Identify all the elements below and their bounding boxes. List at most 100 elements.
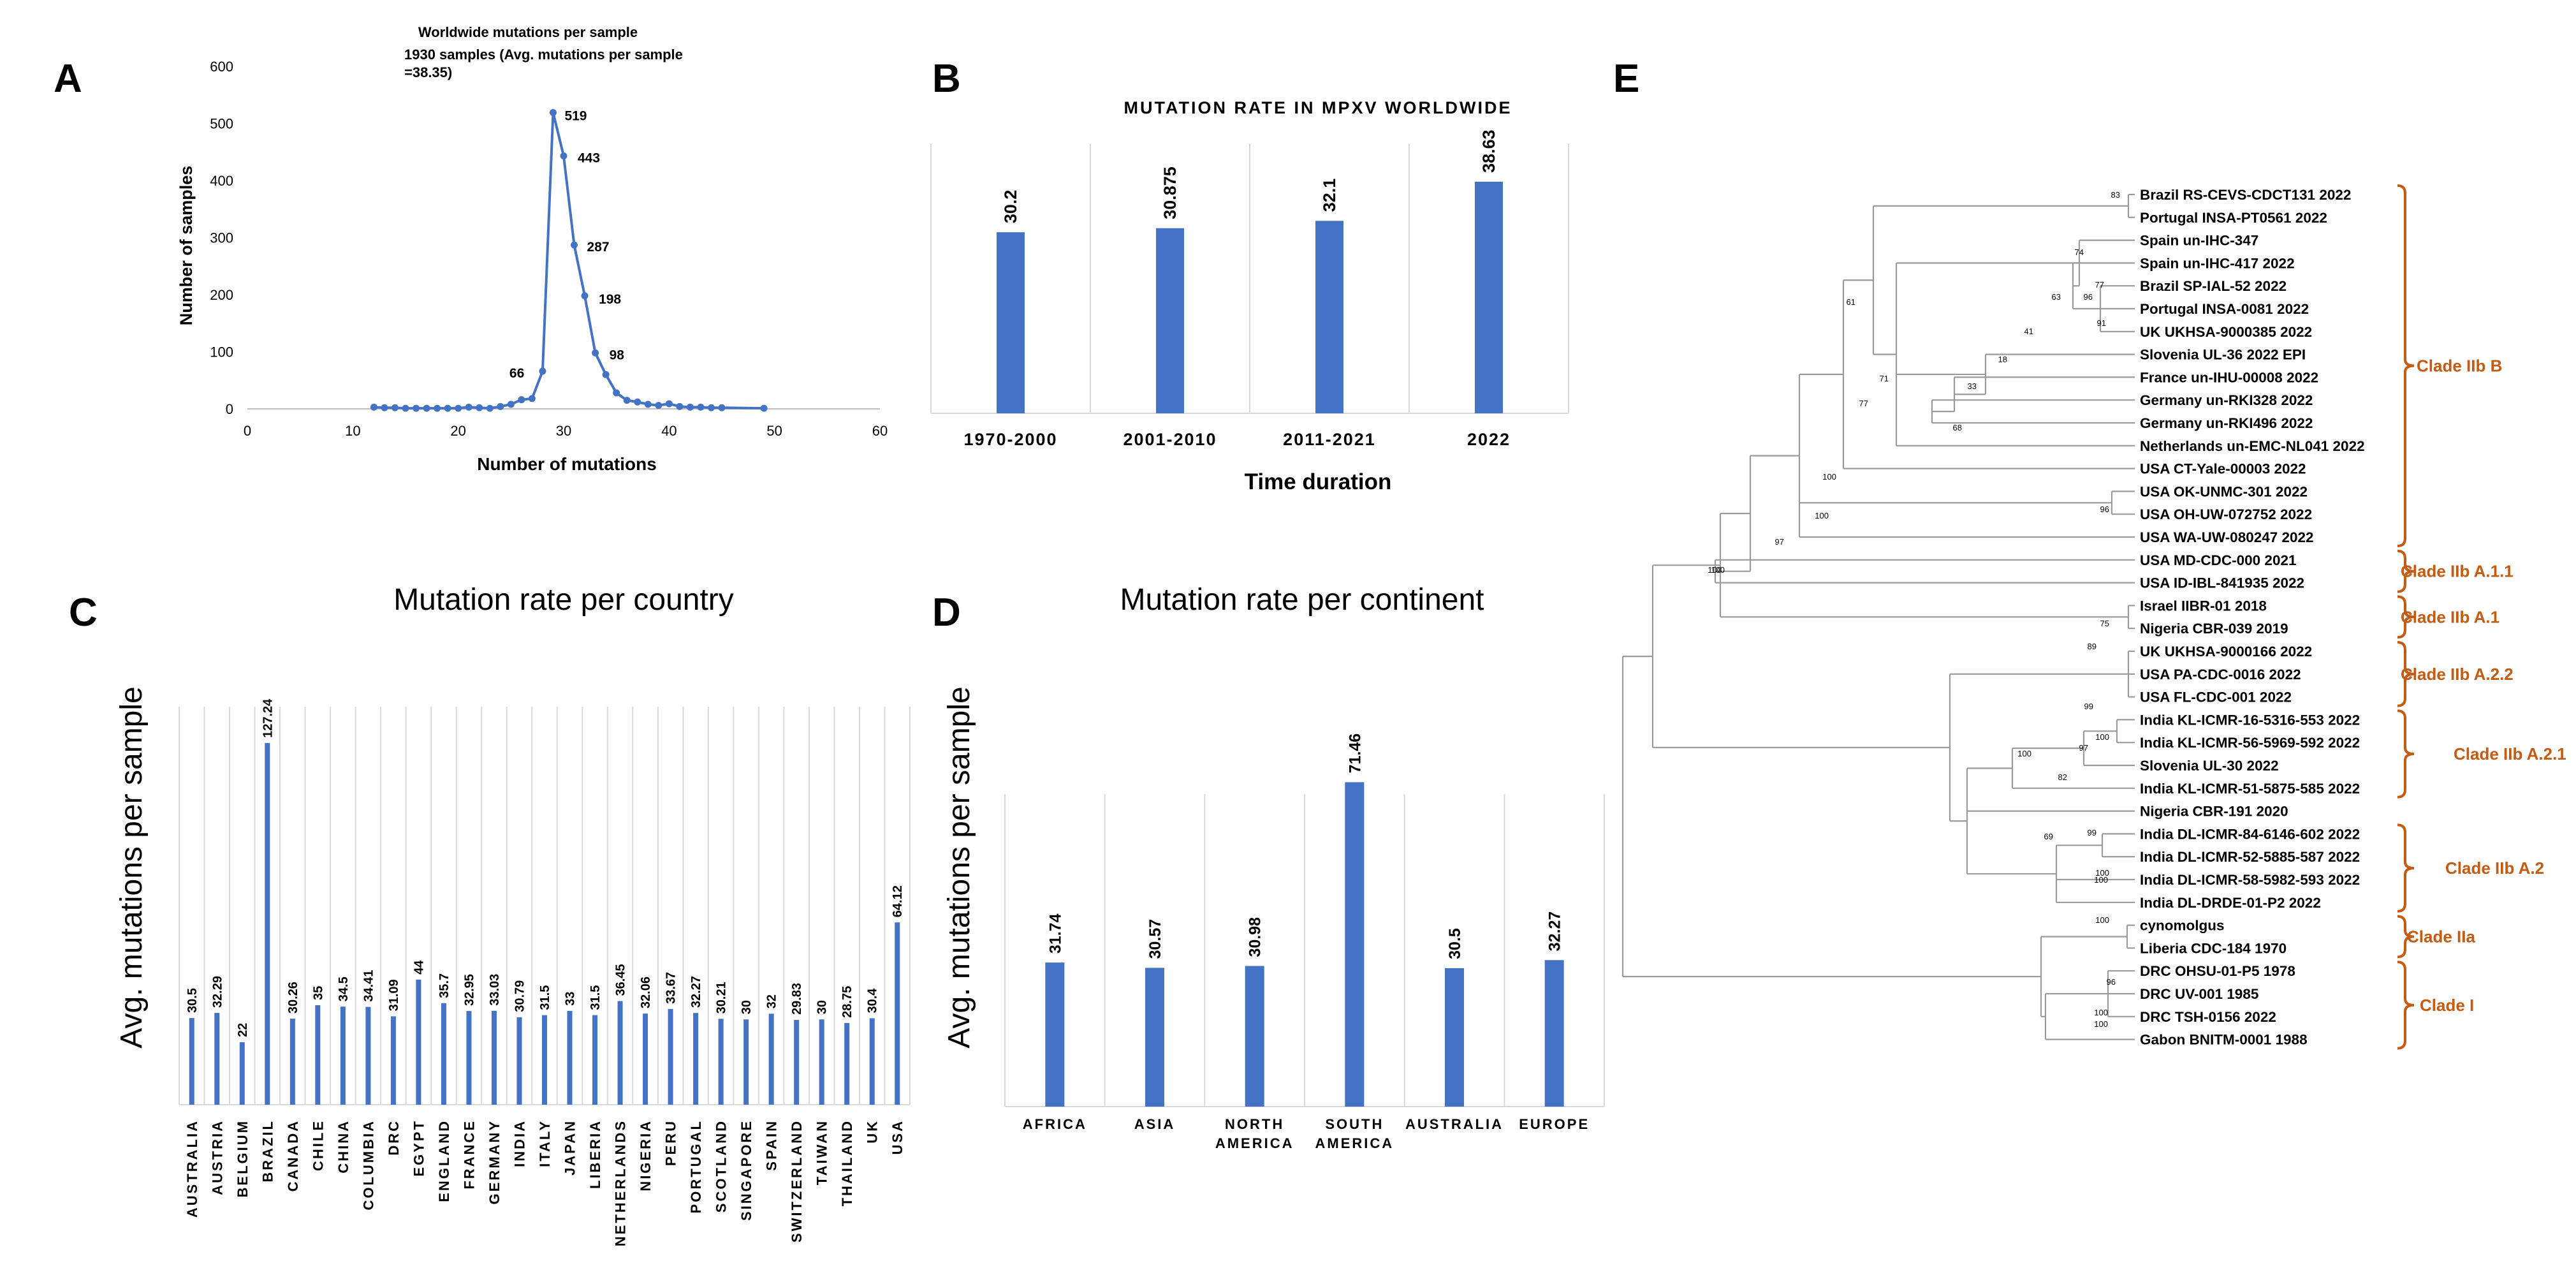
clade-brace (2397, 823, 2415, 913)
chart-a-point (613, 389, 620, 397)
chart-a-point (592, 349, 599, 357)
chart-d-xtick: AMERICA (1215, 1135, 1294, 1151)
chart-a-data-label: 287 (587, 240, 610, 254)
chart-c-bar (693, 1013, 699, 1105)
tree-tip-label: Israel IIBR-01 2018 (2140, 598, 2267, 614)
clade-brace (2397, 641, 2415, 707)
chart-c-bar (718, 1019, 724, 1105)
chart-d-data-label: 32.27 (1546, 911, 1564, 952)
chart-c-data-label: 34.41 (362, 970, 376, 1002)
chart-c-data-label: 32.29 (210, 976, 224, 1008)
tree-bootstrap-value: 75 (2100, 619, 2109, 628)
chart-c-bar (895, 922, 900, 1105)
tree-bootstrap-value: 61 (1847, 297, 1855, 307)
tree-bootstrap-value: 100 (2095, 868, 2109, 878)
chart-c-xtick: SINGAPORE (738, 1119, 754, 1221)
chart-c-data-label: 33.03 (488, 974, 502, 1006)
chart-d-data-label: 30.98 (1247, 917, 1264, 957)
phylogenetic-tree: Brazil RS-CEVS-CDCT131 2022 Portugal INSA… (1621, 184, 2566, 1050)
tree-tip-label: Liberia CDC-184 1970 (2140, 940, 2287, 956)
chart-c-xtick: UK (865, 1119, 881, 1144)
chart-c-xtick: PORTUGAL (688, 1119, 704, 1213)
tree-tip-label: USA OK-UNMC-301 2022 (2140, 483, 2308, 499)
tree-bootstrap-value: 99 (2088, 828, 2097, 837)
tree-tip-label: cynomolgus (2140, 918, 2225, 934)
chart-c-bar (491, 1010, 497, 1105)
chart-d-xtick: EUROPE (1519, 1116, 1590, 1132)
chart-a-point (476, 404, 483, 411)
tree-tip-label: Spain un-IHC-347 (2140, 233, 2258, 249)
tree-tip-label: Portugal INSA-0081 2022 (2140, 301, 2309, 317)
chart-c-bar (466, 1011, 472, 1105)
chart-d-bar (1345, 782, 1365, 1107)
tree-tip-label: Spain un-IHC-417 2022 (2140, 255, 2295, 271)
tree-bootstrap-value: 74 (2075, 247, 2084, 257)
chart-c-bar (441, 1003, 446, 1105)
chart-c-xtick: THAILAND (839, 1119, 855, 1206)
chart-a-xtick: 30 (556, 423, 571, 439)
tree-tip-label: USA ID-IBL-841935 2022 (2140, 575, 2304, 591)
chart-a-point (486, 404, 494, 412)
chart-c-data-label: 32.27 (689, 976, 703, 1008)
tree-bootstrap-value: 97 (2079, 743, 2088, 753)
tree-bootstrap-value: 100 (2017, 749, 2031, 758)
chart-a-point (718, 404, 726, 411)
chart-c-data-label: 35 (311, 986, 325, 1000)
chart-d-bar: Mutation rate per continent Avg. mutatio… (942, 583, 1605, 1151)
tree-bootstrap-value: 71 (1880, 374, 1889, 383)
chart-c-xtick: NETHERLANDS (613, 1119, 629, 1246)
chart-c-xtick: SWITZERLAND (789, 1119, 805, 1242)
chart-a-data-label: 66 (509, 366, 524, 381)
chart-c-data-label: 127.24 (261, 698, 275, 738)
chart-c-bar (617, 1001, 623, 1105)
tree-tip-label: DRC OHSU-01-P5 1978 (2140, 963, 2295, 979)
tree-tip-label: India KL-ICMR-56-5969-592 2022 (2140, 735, 2360, 751)
chart-b-data-label: 30.2 (1001, 190, 1020, 224)
panel-letter-d: D (932, 591, 961, 635)
chart-c-bar (869, 1018, 875, 1105)
chart-c-bar (189, 1018, 194, 1105)
chart-c-xtick: NIGERIA (638, 1119, 654, 1191)
chart-c-data-label: 31.5 (589, 985, 603, 1010)
chart-d-data-label: 71.46 (1346, 733, 1364, 774)
clade-label: Clade IIb A.2 (2445, 859, 2544, 878)
tree-bootstrap-value: 100 (2094, 1019, 2108, 1029)
tree-tip-label: DRC TSH-0156 2022 (2140, 1009, 2276, 1025)
chart-a-point (381, 404, 388, 411)
tree-bootstrap-value: 100 (2094, 1008, 2108, 1017)
chart-c-xtick: DRC (386, 1119, 402, 1156)
chart-a-xtick: 10 (345, 423, 360, 439)
chart-c-data-label: 36.45 (614, 964, 628, 996)
chart-c-data-label: 30.26 (286, 982, 300, 1013)
chart-c-xtick: CHILE (310, 1119, 326, 1171)
chart-c-bar (315, 1005, 321, 1105)
chart-c-bar (365, 1006, 371, 1105)
chart-c-data-label: 28.75 (840, 986, 854, 1018)
chart-c-bar (416, 979, 421, 1105)
tree-bootstrap-value: 100 (2094, 875, 2108, 885)
tree-bootstrap-value: 97 (1775, 537, 1784, 547)
chart-c-xtick: TAIWAN (814, 1119, 830, 1185)
chart-c-xtick: PERU (663, 1119, 679, 1166)
chart-a-data-label: 98 (610, 348, 625, 362)
chart-c-bar (214, 1013, 220, 1105)
chart-c-xtick: USA (889, 1119, 905, 1154)
tree-bootstrap-value: 82 (2058, 772, 2067, 782)
chart-d-xtick: AFRICA (1023, 1116, 1087, 1132)
chart-a-point (602, 371, 610, 378)
chart-a-point (539, 367, 546, 375)
chart-d-bar (1544, 960, 1564, 1107)
chart-a-point (455, 404, 462, 412)
chart-b-bar (997, 232, 1025, 413)
chart-c-data-label: 33 (564, 992, 578, 1006)
clade-label: Clade IIb A.1 (2401, 607, 2499, 626)
clade-brace (2397, 595, 2415, 639)
panel-letter-c: C (69, 591, 98, 635)
chart-a-point (549, 108, 557, 116)
chart-c-data-label: 64.12 (891, 885, 905, 917)
clade-brace (2397, 709, 2415, 799)
chart-a-data-label: 519 (564, 108, 587, 123)
chart-a-point (497, 402, 504, 410)
chart-a-point (644, 401, 652, 408)
chart-a-point (370, 403, 377, 411)
